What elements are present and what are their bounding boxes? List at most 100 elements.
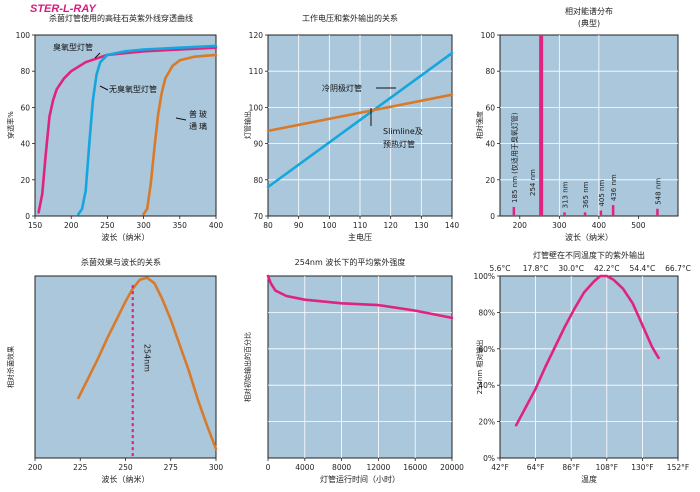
- x-tick-label: 350: [173, 221, 188, 230]
- x-tick-label: 152°F: [667, 463, 689, 472]
- x-tick-label: 64°F: [527, 463, 545, 472]
- x2-tick-label: 66.7°C: [665, 264, 691, 273]
- x-tick-label: 200: [513, 221, 528, 230]
- x2-tick-label: 42.2°C: [594, 264, 620, 273]
- x-tick-label: 200: [28, 463, 43, 472]
- brand-logo: STER-L-RAY: [30, 3, 96, 15]
- x-tick-label: 250: [100, 221, 115, 230]
- y-tick-label: 60: [20, 103, 30, 112]
- bar-313: [563, 212, 566, 216]
- x-tick-label: 300: [552, 221, 567, 230]
- chart-title: 254nm 波长下的平均紫外强度: [295, 257, 406, 267]
- series-line-3: [142, 53, 218, 216]
- x-tick-label: 500: [631, 221, 646, 230]
- bar-label: 436 nm: [610, 174, 618, 201]
- y-tick-label: 60%: [478, 345, 495, 354]
- annotation-arrow: [94, 52, 101, 59]
- x-tick-label: 12000: [366, 463, 390, 472]
- bar-185: [512, 206, 516, 216]
- chart-title: 相对能谱分布: [565, 6, 613, 16]
- series-line-2: [266, 93, 454, 133]
- x-tick-label: 200: [64, 221, 79, 230]
- y-tick-label: 40: [485, 140, 495, 149]
- annotation-arrow: [99, 85, 109, 91]
- y-tick-label: 80: [485, 67, 495, 76]
- y-tick-label: 110: [249, 67, 264, 76]
- y-tick-label: 0: [490, 212, 495, 221]
- bar-405: [599, 210, 603, 216]
- series-line-2: [77, 44, 218, 216]
- y-tick-label: 80%: [478, 308, 495, 317]
- series-label-char: 通: [189, 121, 197, 131]
- y-tick-label: 40: [20, 140, 30, 149]
- x-tick-label: 90: [294, 221, 304, 230]
- y-axis-label: 相对强度: [475, 111, 484, 139]
- series-label-char: 玻: [199, 109, 207, 119]
- y-tick-label: 0: [25, 212, 30, 221]
- series-line-1: [266, 274, 454, 320]
- x-axis-label: 波长（纳米）: [565, 232, 613, 242]
- y-tick-label: 0%: [483, 454, 495, 463]
- x-tick-label: 300: [209, 463, 224, 472]
- y-tick-label: 60: [485, 103, 495, 112]
- x-tick-label: 16000: [403, 463, 427, 472]
- series-line-1: [266, 51, 454, 189]
- x-tick-label: 140: [445, 221, 460, 230]
- x-axis-label: 温度: [581, 474, 597, 484]
- x2-tick-label: 54.4°C: [630, 264, 656, 273]
- y-tick-label: 100: [16, 31, 31, 40]
- bar-label: 548 nm: [654, 178, 662, 205]
- annotation-preheat: 预热灯管: [383, 139, 415, 149]
- y-tick-label: 20: [20, 176, 30, 185]
- x-tick-label: 108°F: [596, 463, 618, 472]
- bar-label: 405 nm: [598, 180, 606, 207]
- y-tick-label: 40%: [478, 381, 495, 390]
- chart-subtitle: (典型): [578, 18, 600, 28]
- plot-area: [499, 34, 679, 217]
- y-axis-label: 254nm 相对输出: [475, 340, 484, 395]
- series-line-1: [514, 274, 660, 427]
- x-tick-label: 110: [353, 221, 368, 230]
- x-axis-label: 波长（纳米）: [102, 474, 150, 484]
- bar-254: [539, 35, 544, 216]
- bar-548: [656, 208, 659, 216]
- y-axis-label: 穿透率%: [6, 111, 15, 139]
- plot-area: [34, 275, 217, 459]
- x-axis-label: 波长（纳米）: [102, 232, 150, 242]
- x-tick-label: 300: [136, 221, 151, 230]
- x-tick-label: 130: [414, 221, 429, 230]
- x-tick-label: 100: [322, 221, 337, 230]
- x-tick-label: 225: [73, 463, 88, 472]
- chart-title: 灯管壁在不同温度下的紫外输出: [533, 250, 645, 260]
- bar-365: [583, 212, 587, 216]
- x-tick-label: 86°F: [562, 463, 580, 472]
- y-tick-label: 100: [249, 103, 264, 112]
- x-tick-label: 80: [263, 221, 273, 230]
- chart-title: 杀菌灯管使用的高硅石英紫外线穿透曲线: [49, 13, 193, 23]
- chart-title: 杀菌效果与波长的关系: [81, 257, 161, 267]
- y-tick-label: 80: [253, 176, 263, 185]
- y-axis-label: 灯管输出: [243, 111, 252, 139]
- x-axis-label: 主电压: [348, 232, 372, 242]
- chart-title: 工作电压和紫外输出的关系: [302, 13, 398, 23]
- x-tick-label: 20000: [440, 463, 464, 472]
- bar-label: 254 nm: [529, 169, 537, 196]
- x-tick-label: 120: [384, 221, 399, 230]
- y-tick-label: 70: [253, 212, 263, 221]
- bar-label: 365 nm: [582, 181, 590, 208]
- plot-area: [34, 34, 217, 217]
- x-tick-label: 150: [28, 221, 43, 230]
- x2-tick-label: 5.6°C: [490, 264, 511, 273]
- x-tick-label: 400: [592, 221, 607, 230]
- y-tick-label: 20%: [478, 418, 495, 427]
- bar-label: 185 nm (仅适用于臭氧灯管): [510, 112, 519, 203]
- y-axis-label: 相对初始输出的百分比: [243, 332, 252, 402]
- plot-area: [499, 275, 679, 459]
- annotation-slimline: Slimline及: [383, 127, 423, 136]
- y-tick-label: 100: [481, 31, 496, 40]
